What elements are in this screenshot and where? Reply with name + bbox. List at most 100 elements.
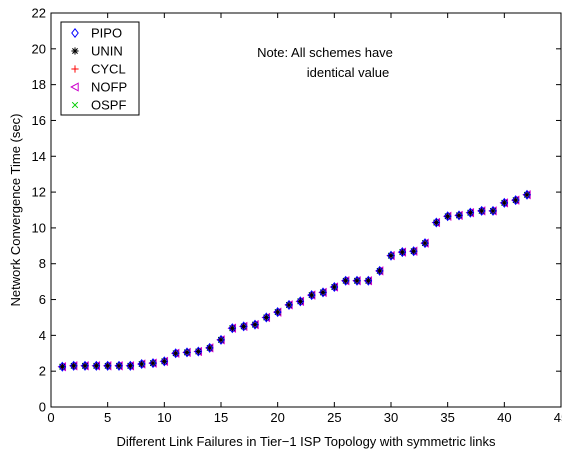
- point-pipo: [194, 346, 203, 357]
- y-tick-label: 10: [32, 220, 46, 235]
- y-tick-label: 16: [32, 113, 46, 128]
- point-unin: [126, 362, 134, 370]
- point-pipo: [500, 197, 509, 208]
- legend-label-ospf: OSPF: [91, 98, 126, 113]
- point-unin: [489, 207, 497, 215]
- point-pipo: [262, 312, 271, 323]
- point-unin: [376, 267, 384, 275]
- point-unin: [444, 212, 452, 220]
- point-pipo: [330, 281, 339, 293]
- annotation-line-2: identical value: [307, 65, 389, 80]
- point-pipo: [239, 321, 248, 332]
- x-tick-label: 30: [384, 410, 398, 425]
- point-pipo: [251, 319, 259, 330]
- point-unin: [512, 196, 520, 204]
- x-tick-label: 20: [270, 410, 284, 425]
- point-unin: [183, 348, 191, 356]
- point-pipo: [375, 265, 384, 276]
- point-pipo: [432, 217, 441, 228]
- point-pipo: [171, 348, 180, 359]
- point-pipo: [364, 275, 373, 286]
- point-unin: [410, 247, 418, 255]
- legend-marker-nofp: [70, 82, 79, 92]
- point-pipo: [387, 250, 395, 261]
- point-pipo: [273, 307, 282, 318]
- point-pipo: [217, 334, 225, 345]
- y-tick-label: 18: [32, 77, 46, 92]
- y-tick-label: 12: [32, 185, 46, 200]
- point-unin: [387, 252, 395, 260]
- x-tick-label: 0: [47, 410, 54, 425]
- point-pipo: [160, 356, 169, 367]
- point-pipo: [103, 360, 112, 371]
- point-unin: [432, 218, 440, 227]
- point-unin: [342, 277, 350, 285]
- point-unin: [104, 362, 112, 370]
- point-unin: [81, 362, 89, 370]
- y-tick-label: 14: [32, 149, 46, 164]
- data-marks: [57, 189, 531, 372]
- point-pipo: [285, 299, 293, 310]
- point-pipo: [149, 358, 157, 369]
- axis-tick-labels: 0 5 10 15 20 25 30 35 40 45 0 2 4 6 8 10 12 14 16 18 20 22: [32, 6, 562, 426]
- y-tick-label: 8: [39, 256, 46, 271]
- x-tick-label: 5: [104, 410, 111, 425]
- point-unin: [240, 322, 248, 331]
- point-unin: [308, 291, 316, 299]
- x-tick-label: 15: [214, 410, 228, 425]
- point-unin: [58, 363, 66, 371]
- x-tick-label: 35: [440, 410, 454, 425]
- y-tick-label: 6: [39, 292, 46, 307]
- point-unin: [319, 288, 327, 296]
- point-unin: [160, 357, 168, 365]
- point-pipo: [489, 205, 497, 216]
- point-unin: [466, 209, 474, 217]
- point-pipo: [69, 360, 78, 371]
- point-unin: [262, 313, 270, 322]
- point-pipo: [455, 210, 463, 221]
- point-unin: [206, 344, 214, 352]
- point-pipo: [511, 195, 520, 206]
- y-axis-title: Network Convergence Time (sec): [8, 114, 23, 307]
- series-pipo: [58, 189, 531, 372]
- point-pipo: [409, 246, 418, 257]
- point-pipo: [115, 360, 123, 371]
- point-pipo: [319, 287, 327, 298]
- point-pipo: [466, 207, 475, 218]
- point-pipo: [523, 189, 531, 200]
- x-axis-title: Different Link Failures in Tier−1 ISP To…: [117, 434, 496, 449]
- point-pipo: [81, 360, 89, 371]
- point-unin: [478, 207, 486, 215]
- legend-item-unin: UNIN: [71, 44, 123, 59]
- legend-label-unin: UNIN: [91, 44, 123, 59]
- y-tick-label: 0: [39, 400, 46, 415]
- point-pipo: [296, 296, 305, 307]
- point-unin: [421, 239, 429, 247]
- point-unin: [194, 347, 202, 356]
- point-unin: [138, 360, 146, 368]
- point-unin: [500, 199, 508, 207]
- point-pipo: [443, 211, 452, 222]
- point-unin: [228, 324, 236, 332]
- point-unin: [70, 362, 78, 370]
- point-unin: [398, 248, 406, 256]
- legend-marker-ospf: [71, 101, 79, 109]
- point-pipo: [228, 323, 237, 334]
- legend: PIPO UNIN CYCL NOFP OSPF: [60, 21, 140, 116]
- point-unin: [92, 362, 100, 370]
- point-unin: [296, 297, 304, 305]
- legend-label-nofp: NOFP: [91, 80, 127, 95]
- point-pipo: [398, 247, 407, 258]
- point-pipo: [183, 347, 191, 358]
- point-unin: [217, 336, 225, 344]
- legend-item-nofp: NOFP: [70, 80, 127, 95]
- point-pipo: [58, 361, 67, 372]
- point-unin: [115, 362, 123, 370]
- point-pipo: [92, 360, 101, 371]
- point-unin: [330, 283, 338, 291]
- point-pipo: [341, 275, 350, 286]
- point-unin: [285, 301, 293, 309]
- annotation-line-1: Note: All schemes have: [257, 45, 393, 60]
- point-pipo: [307, 290, 316, 301]
